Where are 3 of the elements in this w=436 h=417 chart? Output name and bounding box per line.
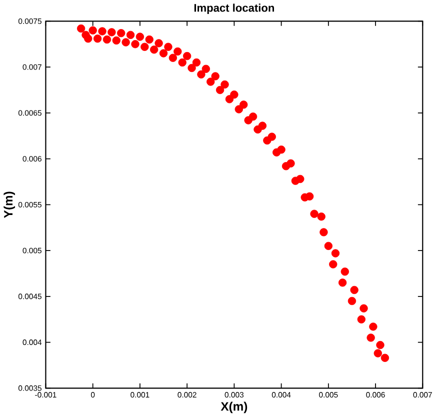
x-axis-title: X(m) [220,402,248,414]
chart-title: Impact location [194,4,274,14]
y-axis-title: Y(m) [4,192,15,218]
